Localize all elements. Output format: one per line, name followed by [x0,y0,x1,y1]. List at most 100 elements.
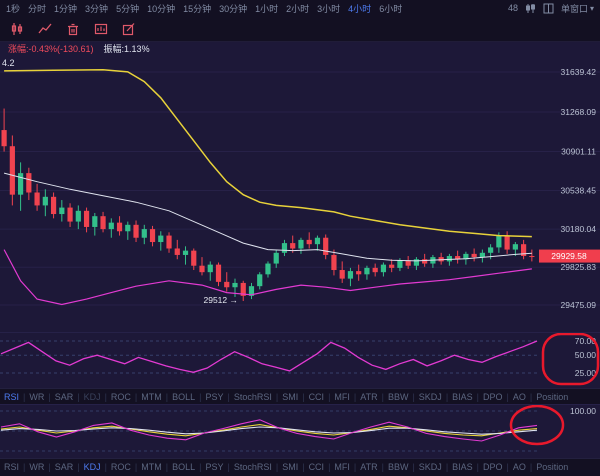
indicator-tab-BOLL[interactable]: BOLL [172,391,196,402]
svg-text:25.00: 25.00 [575,368,597,378]
indicator-tab-SAR[interactable]: SAR [54,391,74,402]
highlight-circle-levels [541,333,600,386]
delete-icon[interactable] [66,22,80,36]
rsi-panel-canvas[interactable]: 70.00 50.00 25.00 [0,332,600,389]
indicator-tab-RSI[interactable]: RSI [4,462,20,472]
tab-separator: | [104,391,107,402]
indicator-tab-KDJ[interactable]: KDJ [83,462,101,472]
timeframe-15分钟[interactable]: 15分钟 [183,3,212,14]
tab-separator: | [199,391,202,402]
timeframe-3小时[interactable]: 3小时 [317,3,341,14]
svg-text:31268.09: 31268.09 [561,107,597,117]
indicator-tab-StochRSI[interactable]: StochRSI [233,391,272,402]
split-view-icon[interactable] [543,3,554,14]
indicator-tab-CCI[interactable]: CCI [308,462,325,472]
indicator-tab-SKDJ[interactable]: SKDJ [418,391,442,402]
window-mode-label: 单窗口 [560,3,588,14]
tab-separator: | [134,391,138,402]
indicator-tab-SMI[interactable]: SMI [282,462,299,472]
tab-separator: | [23,391,26,402]
indicator-tab-Position[interactable]: Position [536,391,569,402]
indicator-tab-ROC[interactable]: ROC [110,462,131,472]
overlay-line-icon[interactable] [38,22,52,36]
timeframe-bar: 1秒 分时 1分钟 3分钟 5分钟 10分钟 15分钟 30分钟 1小时 2小时 3小时 4小时 6小时… [0,0,600,16]
timeframe-6小时[interactable]: 6小时 [379,3,403,14]
kline-style-icon[interactable] [10,22,24,36]
indicator-tab-BBW[interactable]: BBW [387,462,409,472]
tab-separator: | [275,462,279,472]
main-chart-canvas[interactable]: 31639.42 31268.09 30901.11 30538.45 30180.04… [0,54,600,332]
indicator-tab-BIAS[interactable]: BIAS [452,391,473,402]
indicator-tab-BOLL[interactable]: BOLL [172,462,196,472]
tab-separator: | [353,391,357,402]
timeframe-4小时[interactable]: 4小时 [348,3,372,14]
timeframe-3分钟[interactable]: 3分钟 [85,3,109,14]
indicator-tab-PSY[interactable]: PSY [205,462,224,472]
change-percent-text: 涨幅:-0.43%(-130.61) [8,43,94,54]
tab-separator: | [328,391,331,402]
indicator-tab-CCI[interactable]: CCI [308,391,325,402]
indicator-tab-MTM[interactable]: MTM [141,462,162,472]
indicator-tab-BBW[interactable]: BBW [387,391,409,402]
indicator-tab-MFI[interactable]: MFI [334,391,350,402]
edit-icon[interactable] [122,22,136,36]
tab-separator: | [476,391,480,402]
timeframe-30分钟[interactable]: 30分钟 [219,3,248,14]
tab-separator: | [529,462,533,472]
tab-separator: | [353,462,357,472]
kdj-panel-canvas[interactable]: 100.00 [0,404,600,459]
indicator-tab-PSY[interactable]: PSY [205,391,224,402]
last-price-badge: 29929.58 [539,249,600,263]
indicator-tab-RSI[interactable]: RSI [4,391,20,402]
tab-separator: | [77,391,80,402]
tab-separator: | [529,391,533,402]
tab-separator: | [165,462,169,472]
svg-text:30538.45: 30538.45 [561,186,597,196]
indicator-tab-SMI[interactable]: SMI [282,391,299,402]
timeframe-10分钟[interactable]: 10分钟 [147,3,176,14]
svg-text:31639.42: 31639.42 [561,67,597,77]
timeframe-1秒[interactable]: 1秒 [6,3,21,14]
timeframe-5分钟[interactable]: 5分钟 [116,3,140,14]
low-price-annotation: 29512 → [204,295,239,305]
indicator-tab-ROC[interactable]: ROC [110,391,131,402]
tab-separator: | [165,391,169,402]
svg-text:50.00: 50.00 [575,350,597,360]
tab-separator: | [328,462,331,472]
timeframe-1小时[interactable]: 1小时 [255,3,279,14]
svg-text:29825.83: 29825.83 [561,262,597,272]
chart-type-icon[interactable] [525,3,536,14]
window-mode-select[interactable]: 单窗口 ▾ [561,2,594,15]
tab-separator: | [227,462,230,472]
tab-separator: | [48,391,51,402]
indicator-tab-SKDJ[interactable]: SKDJ [418,462,442,472]
svg-text:30180.04: 30180.04 [561,224,597,234]
indicator-tab-MTM[interactable]: MTM [141,391,162,402]
timeframe-2小时[interactable]: 2小时 [286,3,310,14]
indicator-tab-SAR[interactable]: SAR [54,462,74,472]
indicator-tab-AO[interactable]: AO [512,391,526,402]
indicator-tab-KDJ[interactable]: KDJ [83,391,101,402]
indicator-tab-Position[interactable]: Position [536,462,569,472]
tab-separator: | [104,462,107,472]
tab-separator: | [412,391,415,402]
indicator-tab-WR[interactable]: WR [29,391,45,402]
indicator-tab-ATR[interactable]: ATR [360,462,378,472]
indicator-tab-BIAS[interactable]: BIAS [452,462,473,472]
svg-text:29929.58: 29929.58 [551,251,587,261]
indicator-tab-DPO[interactable]: DPO [483,391,503,402]
tab-separator: | [412,462,415,472]
indicator-tab-DPO[interactable]: DPO [483,462,503,472]
indicator-tab-MFI[interactable]: MFI [334,462,350,472]
timeframe-分时[interactable]: 分时 [28,3,47,14]
timeframe-1分钟[interactable]: 1分钟 [54,3,78,14]
indicator-tab-StochRSI[interactable]: StochRSI [233,462,272,472]
ohlc-infobar: 涨幅:-0.43%(-130.61) 振幅:1.13% [0,42,600,54]
indicator-tab-WR[interactable]: WR [29,462,45,472]
indicator-panel-icon[interactable] [94,22,108,36]
indicator-tab-AO[interactable]: AO [512,462,526,472]
indicator-tab-ATR[interactable]: ATR [360,391,378,402]
tab-separator: | [381,391,384,402]
tab-separator: | [77,462,80,472]
